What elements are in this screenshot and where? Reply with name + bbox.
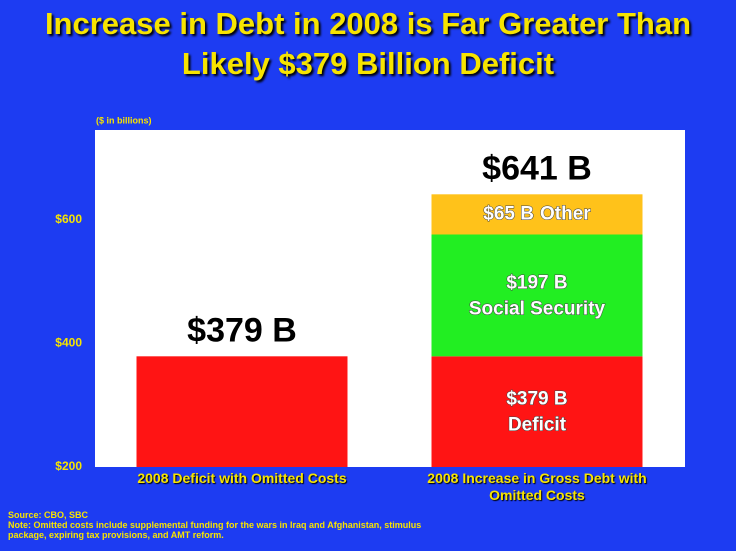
- source: Source: CBO, SBC: [8, 510, 89, 520]
- value-label: $65 B: [483, 203, 534, 224]
- y-tick-label: $200: [55, 459, 82, 473]
- bar-segment: [431, 194, 643, 235]
- segment-label: $197 B Social Security: [469, 272, 606, 319]
- bar-segment: [431, 234, 643, 357]
- x-tick-label: 2008 Deficit with Omitted Costs: [137, 470, 347, 486]
- y-axis-label: ($ in billions): [96, 115, 152, 125]
- total-label: $641 B: [482, 149, 592, 187]
- segment-label: $65 B Other: [483, 203, 591, 224]
- footnotes: Source: CBO, SBC Note: Omitted costs inc…: [8, 510, 428, 540]
- y-tick-label: $600: [55, 212, 82, 226]
- chart-title: Increase in Debt in 2008 is Far Greater …: [44, 6, 692, 81]
- series-name: Deficit: [508, 415, 567, 436]
- value-label: $379 B: [506, 389, 567, 410]
- x-tick-label: 2008 Increase in Gross Debt with Omitted…: [427, 470, 647, 503]
- note: Note: Omitted costs include supplemental…: [8, 520, 422, 540]
- y-tick-label: $400: [55, 336, 82, 350]
- bar-segment: [136, 356, 348, 467]
- total-label: $379 B: [187, 311, 297, 349]
- segment-label: $379 B Deficit: [506, 389, 567, 436]
- bar-segment: [431, 356, 643, 467]
- value-label: $197 B: [506, 272, 567, 293]
- series-name: Other: [540, 203, 591, 224]
- series-name: Social Security: [469, 298, 606, 319]
